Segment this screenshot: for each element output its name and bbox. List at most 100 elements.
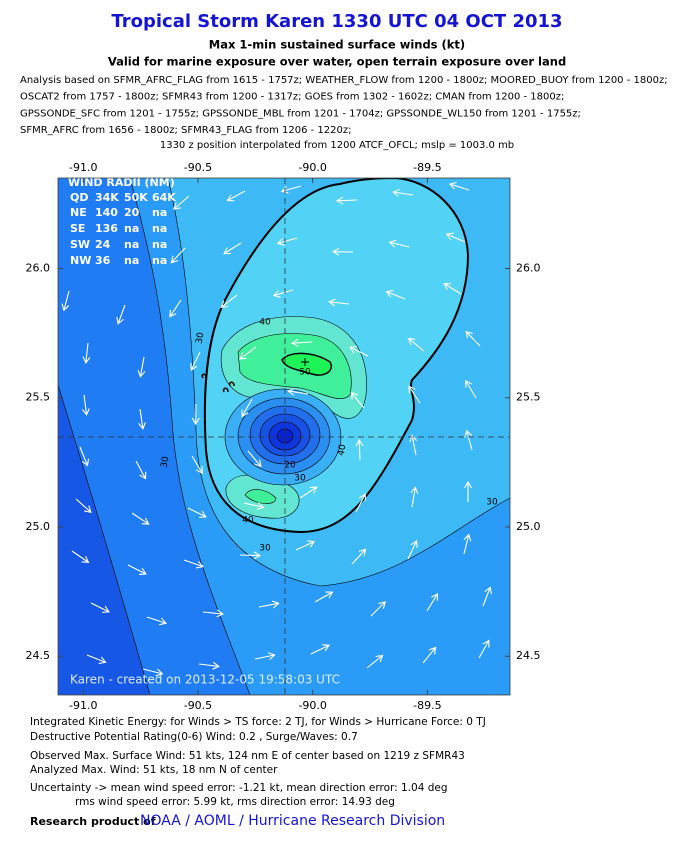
contour-label: 30 [294,474,306,484]
contour-label: 40 [242,516,254,526]
wind-vector [137,356,146,378]
field-band [244,489,277,504]
wind-vectors [61,181,492,677]
wind-vector [463,533,472,555]
wind-vector [276,237,298,246]
wind-vector [138,408,147,430]
wind-vector [190,351,201,372]
y-tick-label: 24.5 [516,649,541,662]
wind-vector [254,652,276,661]
title: Tropical Storm Karen 1330 UTC 04 OCT 201… [111,11,562,32]
contour-labels: 30 40 50 40 20 30 40 30 30 30 [160,318,498,554]
wind-vector [170,247,186,264]
wind-vector [239,551,262,560]
x-tick-label: -91.0 [69,161,97,174]
footer-line: Destructive Potential Rating(0-6) Wind: … [30,731,358,743]
wind-vector [61,290,70,312]
wind-vector [187,507,207,518]
footer-line: rms wind speed error: 5.99 kt, rms direc… [75,796,395,808]
wind-radii-cell: na [152,222,167,235]
wind-vector [409,434,418,456]
wind-vector [169,299,182,318]
wind-vector [355,493,367,513]
wind-radii-header: 34K [95,191,119,204]
wind-radii-header: 64K [152,191,176,204]
wind-vector [366,654,384,669]
analysis-line: GPSSONDE_SFC from 1201 - 1755z; GPSSONDE… [20,108,581,119]
wind-radii-title: WIND RADII (NM) [68,176,175,189]
wind-vector [422,646,437,664]
x-tick-label: -90.0 [298,699,326,712]
wind-radii-header: QD [70,191,88,204]
wind-vector [335,196,358,205]
max-wind-marker [301,358,309,366]
wind-vector [385,290,406,300]
y-tick-label: 25.0 [26,520,51,533]
wind-vector [183,559,204,569]
wind-radii-header: 50K [124,191,148,204]
wind-vector [355,438,364,461]
contour-label: 40 [259,318,271,328]
wind-radii-cell: SW [70,238,90,251]
wind-vector [392,188,414,197]
y-tick-label: 26.0 [26,261,51,274]
wind-vector [370,601,386,617]
wind-field: 30 40 50 40 20 30 40 30 30 30 WIND RADII (NM) QD 34… [58,176,510,695]
wind-vector [407,337,425,352]
wind-vector [86,654,107,664]
x-tick-label: -89.5 [413,699,441,712]
wind-vector [81,394,90,416]
wind-vector [116,304,126,325]
wind-radii-cell: 20 [124,206,140,219]
analysis-line: OSCAT2 from 1757 - 1800z; SFMR43 from 12… [20,92,564,103]
wind-vector [198,661,220,670]
wind-vector [465,330,481,347]
x-tick-label: -90.5 [184,161,212,174]
footer-line: Analyzed Max. Wind: 51 kts, 18 nm N of c… [30,764,278,776]
plot-frame [57,177,511,696]
contour-label: 30 [160,455,172,468]
wind-vector [290,338,313,347]
subtitle: Max 1-min sustained surface winds (kt) [209,38,465,52]
wind-vector [349,346,369,357]
x-tick-label: -90.0 [298,161,326,174]
wind-vector [75,498,92,514]
y-tick-label: 25.0 [516,520,541,533]
wind-vector [142,668,164,677]
wind-radii-cell: na [152,238,167,251]
wind-radii-cell: na [152,254,167,267]
axes: -91.0 -91.0 -90.5 -90.5 -90.0 -90.0 -89.5 -89.5… [26,161,541,712]
contour-label: 40 [337,443,349,456]
wind-vector [272,289,294,298]
wind-vector [247,450,262,468]
footer-line: Integrated Kinetic Energy: for Winds > T… [30,716,486,728]
wind-radii-cell: SE [70,222,85,235]
wind-vector [223,242,242,255]
wind-vector [191,403,200,426]
x-tick-label: -91.0 [69,699,97,712]
wind-vector [328,298,350,307]
wind-vector [350,391,365,409]
wind-vector [258,600,280,609]
wind-radii-cell: na [124,222,139,235]
wind-radii-cell: 140 [95,206,118,219]
contour-label: 20 [284,461,296,471]
footer-line: Uncertainty -> mean wind speed error: -1… [30,782,448,794]
wind-radii-cell: na [124,238,139,251]
organization: NOAA / AOML / Hurricane Research Divisio… [140,813,445,829]
wind-vector [314,591,334,603]
wind-vector [79,446,90,467]
wind-vector [241,398,253,418]
wind-vector [388,239,410,248]
wind-vector [464,429,473,451]
position-note: 1330 z position interpolated from 1200 A… [160,140,514,151]
analysis-line: SFMR_AFRC from 1656 - 1800z; SFMR43_FLAG… [20,125,351,136]
wind-vector [173,195,190,210]
footer: Integrated Kinetic Energy: for Winds > T… [30,716,486,808]
wind-radii-cell: NE [70,206,87,219]
wind-radii-cell: 24 [95,238,111,251]
contour-line [201,373,235,393]
wind-vector [287,387,309,396]
validity: Valid for marine exposure over water, op… [108,55,566,69]
wind-vector [71,550,90,563]
